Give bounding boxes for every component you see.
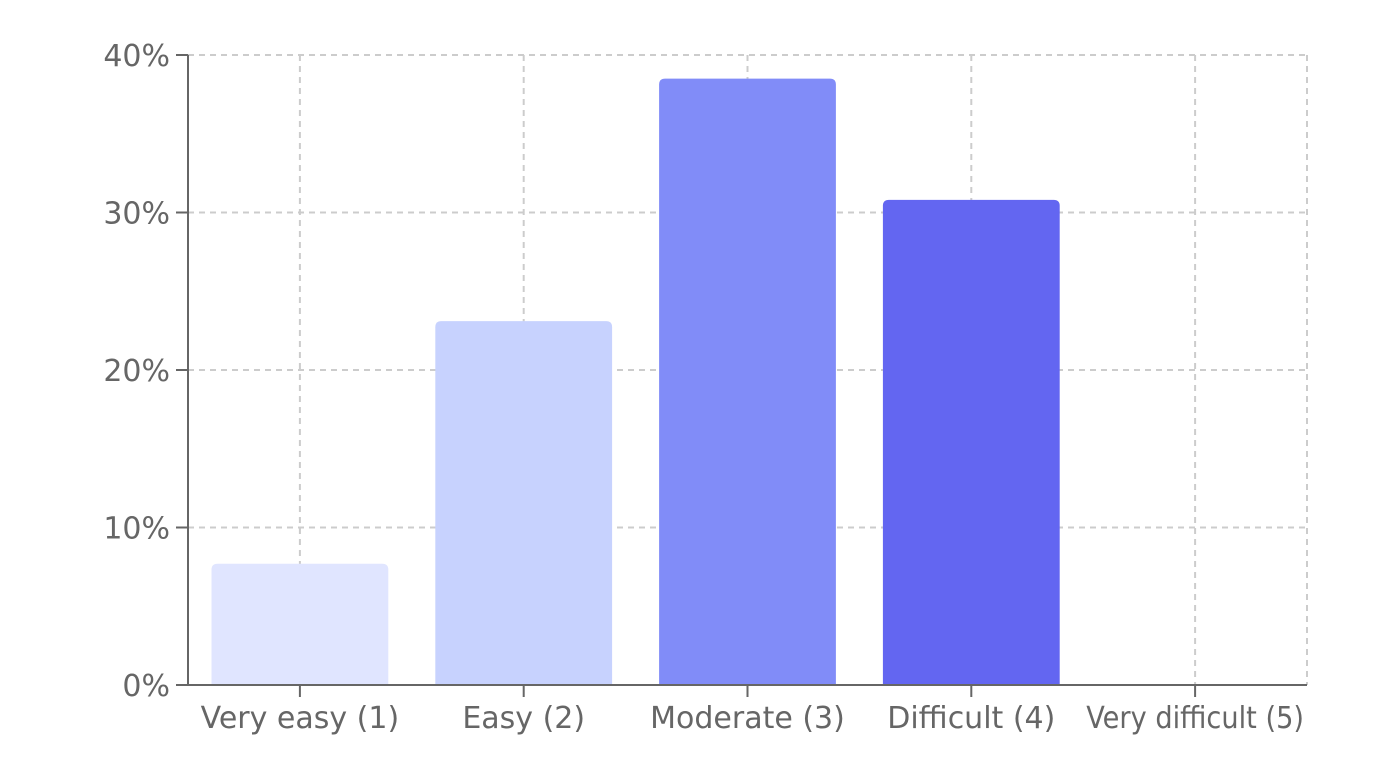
x-tick-label: Very easy (1) [201, 701, 400, 736]
axes [176, 54, 1307, 697]
x-tick-label: Easy (2) [462, 701, 585, 736]
x-tick-label: Moderate (3) [650, 701, 845, 736]
y-tick-labels: 0% 10% 20% 30% 40% [103, 39, 170, 704]
bar [435, 321, 613, 685]
bar [882, 199, 1060, 685]
bar [659, 78, 836, 685]
y-tick-label: 10% [103, 512, 170, 547]
x-tick-label: Difficult (4) [887, 701, 1055, 736]
x-tick-labels: Very easy (1) Easy (2) Moderate (3) Difficu… [201, 701, 1304, 736]
y-tick-label: 30% [103, 197, 170, 232]
x-tick-label: Very difficult (5) [1086, 701, 1304, 736]
y-tick-label: 20% [103, 354, 170, 389]
y-tick-label: 0% [122, 669, 170, 704]
y-tick-label: 40% [103, 39, 170, 74]
bar [211, 563, 389, 685]
bars [211, 78, 1060, 685]
